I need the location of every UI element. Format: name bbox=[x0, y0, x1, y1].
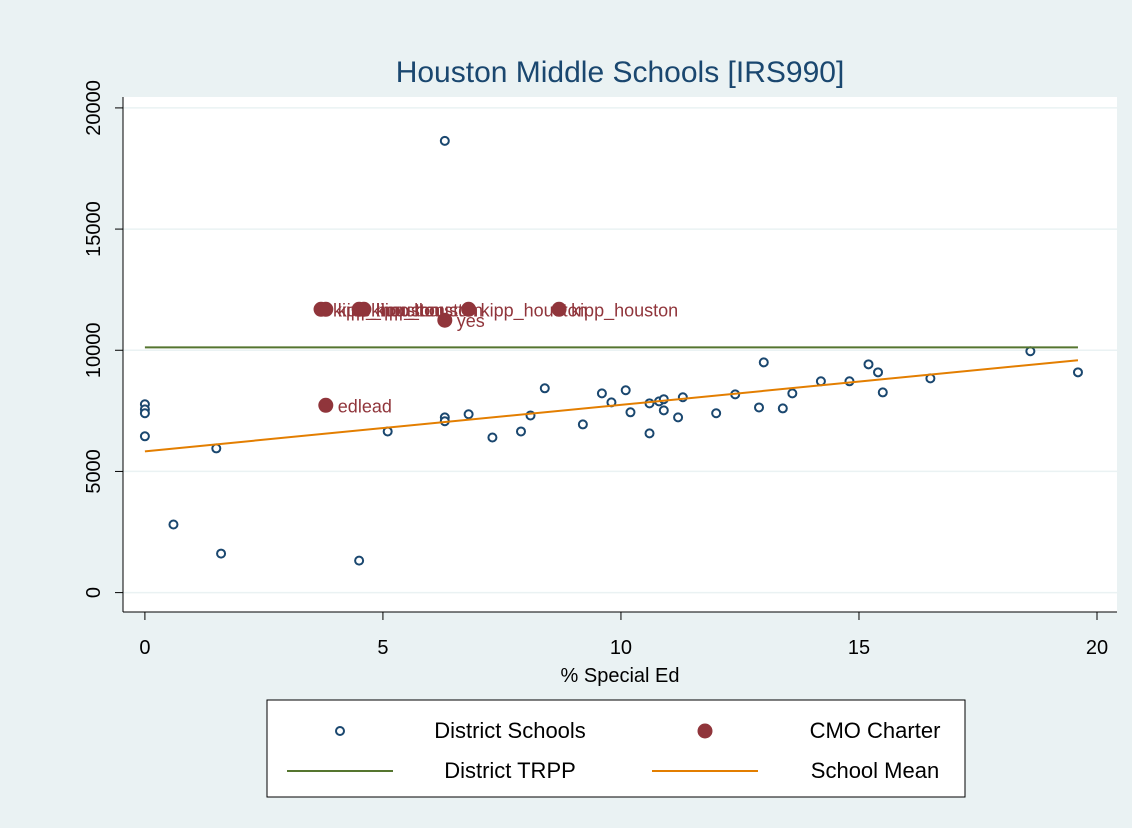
legend-marker bbox=[697, 723, 713, 739]
x-tick-label: 20 bbox=[1086, 637, 1108, 659]
x-tick-label: 0 bbox=[139, 637, 150, 659]
point bbox=[551, 301, 567, 317]
point-label: yes bbox=[457, 311, 485, 331]
point bbox=[754, 402, 765, 413]
legend-label: CMO Charter bbox=[810, 718, 941, 743]
x-tick-label: 15 bbox=[848, 637, 870, 659]
point-label: kipp_houston bbox=[571, 300, 678, 321]
point bbox=[877, 387, 888, 398]
y-tick-label: 15000 bbox=[83, 201, 105, 257]
plot-area bbox=[123, 97, 1117, 612]
point bbox=[658, 394, 669, 405]
point bbox=[168, 519, 179, 530]
legend-marker bbox=[335, 726, 345, 736]
point bbox=[318, 397, 334, 413]
point bbox=[461, 301, 477, 317]
point bbox=[777, 403, 788, 414]
legend bbox=[266, 699, 966, 798]
point bbox=[139, 431, 150, 442]
point bbox=[658, 405, 669, 416]
point bbox=[354, 555, 365, 566]
point bbox=[677, 392, 688, 403]
point bbox=[318, 301, 334, 317]
point bbox=[863, 359, 874, 370]
y-tick-label: 10000 bbox=[83, 322, 105, 378]
point bbox=[873, 367, 884, 378]
point bbox=[139, 408, 150, 419]
point-label: kipp_houston bbox=[371, 300, 478, 321]
point bbox=[539, 383, 550, 394]
y-tick-label: 5000 bbox=[83, 449, 105, 494]
y-tick-label: 0 bbox=[83, 587, 105, 598]
legend-label: District TRPP bbox=[444, 758, 576, 783]
legend-label: School Mean bbox=[811, 758, 939, 783]
legend-label: District Schools bbox=[434, 718, 586, 743]
point bbox=[644, 398, 655, 409]
point bbox=[463, 409, 474, 420]
point bbox=[620, 385, 631, 396]
line bbox=[144, 359, 1079, 453]
point bbox=[596, 388, 607, 399]
point bbox=[439, 135, 450, 146]
point bbox=[758, 357, 769, 368]
point bbox=[577, 419, 588, 430]
x-tick-label: 5 bbox=[377, 637, 388, 659]
point bbox=[644, 428, 655, 439]
point bbox=[216, 548, 227, 559]
point bbox=[515, 426, 526, 437]
point bbox=[711, 408, 722, 419]
point-label: kipp_houston bbox=[376, 300, 483, 321]
chart-title: Houston Middle Schools [IRS990] bbox=[396, 56, 845, 89]
point bbox=[1025, 346, 1036, 357]
point bbox=[625, 407, 636, 418]
point bbox=[356, 301, 372, 317]
point bbox=[787, 388, 798, 399]
point bbox=[437, 312, 453, 328]
point bbox=[1072, 367, 1083, 378]
point-label: edlead bbox=[338, 396, 392, 416]
y-tick-label: 20000 bbox=[83, 80, 105, 136]
x-axis-label: % Special Ed bbox=[561, 665, 680, 687]
x-tick-label: 10 bbox=[610, 637, 632, 659]
point bbox=[487, 432, 498, 443]
point bbox=[673, 412, 684, 423]
